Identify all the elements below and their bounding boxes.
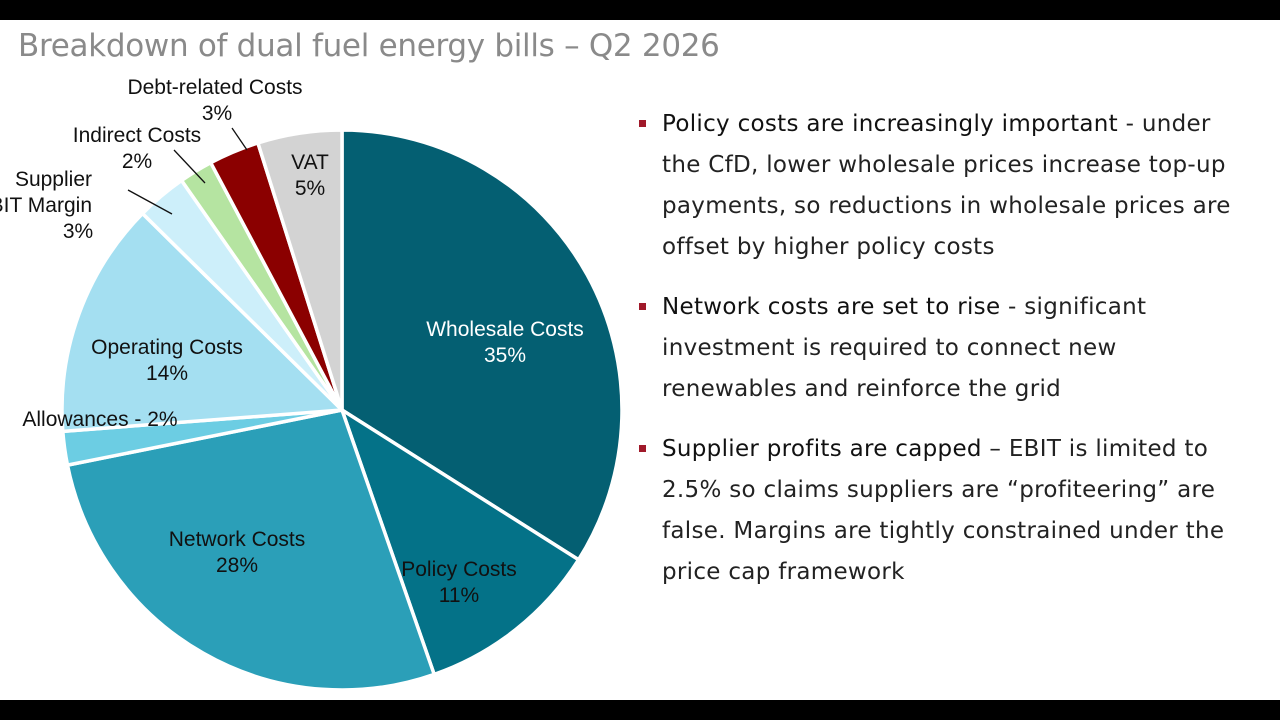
slice-label-indirect-costs: Indirect Costs 2%: [73, 124, 201, 173]
bottom-border-bar: [0, 700, 1280, 720]
slice-name-text: Indirect Costs: [73, 124, 201, 147]
slice-name-text: Supplier: [15, 168, 92, 191]
bullet-marker: [639, 303, 646, 310]
slice-name-text: Debt-related Costs: [127, 76, 302, 99]
slice-value-text: 14%: [146, 362, 188, 385]
slice-value-text: 5%: [295, 177, 325, 200]
bullet-item: Network costs are set to rise - signific…: [635, 287, 1255, 410]
slice-label-policy-costs: Policy Costs 11%: [401, 558, 517, 607]
bullet-lead: Network costs are set to rise: [662, 294, 1001, 320]
slice-value-text: 35%: [484, 344, 526, 367]
slice-name-text: Operating Costs: [91, 336, 243, 359]
slice-name-text: Wholesale Costs: [426, 318, 584, 341]
pie-slice-policy-costs: [340, 408, 581, 677]
bullet-text: - significant investment is required to …: [662, 294, 1147, 402]
bullet-lead: Supplier profits are capped: [662, 436, 982, 462]
slice-label-vat: VAT 5%: [291, 151, 329, 200]
slice-value-text: 3%: [202, 102, 232, 125]
slice-label-network-costs: Network Costs 28%: [169, 528, 306, 577]
slice-label-debt-related-costs: Debt-related Costs 3%: [127, 76, 302, 125]
leader-line-indirect-costs: [173, 149, 206, 184]
slice-label-text: Allowances - 2%: [22, 408, 177, 431]
pie-slice-network-costs: [65, 408, 436, 692]
bullet-text: - under the CfD, lower wholesale prices …: [662, 111, 1231, 260]
slice-value-text: 28%: [216, 554, 258, 577]
slice-name-text: Network Costs: [169, 528, 306, 551]
top-border-bar: [0, 0, 1280, 20]
slice-value-text: 2%: [122, 150, 152, 173]
leader-line-supplier-ebit-margin: [127, 189, 173, 215]
slice-value-text: 11%: [439, 584, 479, 607]
bullet-item: Policy costs are increasingly important …: [635, 104, 1255, 268]
pie-slice-operating-costs: [60, 211, 344, 434]
slice-label-operating-costs: Operating Costs 14%: [91, 336, 243, 385]
slice-name-text: Policy Costs: [401, 558, 517, 581]
bullet-text: – EBIT is limited to 2.5% so claims supp…: [662, 436, 1225, 585]
slice-name-text: VAT: [291, 151, 329, 174]
slice-label-supplier-ebit-margin: Supplier EBIT Margin 3%: [0, 168, 93, 243]
slice-label-wholesale-costs: Wholesale Costs 35%: [426, 318, 584, 367]
bullet-marker: [639, 445, 646, 452]
pie-slice-vat: [256, 128, 344, 412]
slice-label-allowances: Allowances - 2%: [22, 408, 177, 431]
slice-name-text: EBIT Margin: [0, 194, 92, 217]
slice-value-text: 3%: [63, 220, 93, 243]
bullet-marker: [639, 120, 646, 127]
slide-title: Breakdown of dual fuel energy bills – Q2…: [18, 28, 720, 64]
leader-line-debt-related-costs: [231, 127, 248, 151]
bullet-list: Policy costs are increasingly important …: [635, 104, 1255, 612]
bullet-item: Supplier profits are capped – EBIT is li…: [635, 429, 1255, 593]
pie-chart: Wholesale Costs 35% Policy Costs 11% Network…: [0, 76, 624, 692]
bullet-lead: Policy costs are increasingly important: [662, 111, 1118, 137]
